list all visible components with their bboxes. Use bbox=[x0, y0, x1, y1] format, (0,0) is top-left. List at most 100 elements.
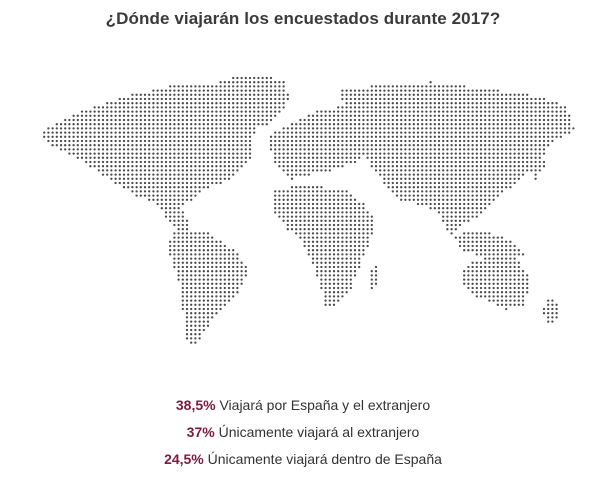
map-dot bbox=[219, 81, 222, 84]
map-dot bbox=[517, 278, 520, 281]
map-dot bbox=[383, 160, 386, 164]
map-dot bbox=[387, 123, 390, 126]
map-dot bbox=[454, 102, 457, 105]
map-dot bbox=[320, 228, 323, 231]
map-dot bbox=[391, 85, 394, 88]
map-dot bbox=[467, 215, 470, 218]
map-dot bbox=[324, 303, 327, 306]
map-dot bbox=[219, 291, 222, 294]
map-dot bbox=[295, 139, 298, 143]
map-dot bbox=[286, 97, 289, 101]
map-dot bbox=[143, 190, 147, 193]
map-dot bbox=[379, 102, 382, 105]
map-dot bbox=[513, 274, 516, 277]
map-dot bbox=[450, 123, 453, 126]
map-dot bbox=[286, 169, 289, 172]
map-dot bbox=[341, 286, 344, 290]
map-dot bbox=[467, 240, 470, 243]
map-dot bbox=[278, 102, 281, 105]
map-dot bbox=[122, 131, 126, 134]
map-dot bbox=[349, 270, 352, 273]
map-dot bbox=[236, 286, 239, 290]
map-dot bbox=[437, 198, 441, 201]
map-dot bbox=[101, 169, 105, 172]
map-dot bbox=[248, 89, 252, 92]
map-dot bbox=[303, 169, 306, 172]
map-dot bbox=[458, 190, 462, 193]
map-dot bbox=[475, 274, 478, 277]
stat-value-2: 37% bbox=[186, 424, 215, 440]
map-dot bbox=[118, 156, 121, 159]
map-dot bbox=[358, 118, 361, 122]
map-dot bbox=[328, 148, 331, 151]
map-dot bbox=[437, 131, 441, 134]
map-dot bbox=[341, 261, 344, 264]
map-dot bbox=[206, 312, 210, 315]
map-dot bbox=[93, 148, 96, 151]
map-dot bbox=[232, 85, 235, 88]
map-dot bbox=[202, 282, 205, 285]
map-dot bbox=[190, 333, 193, 336]
map-dot bbox=[488, 114, 491, 117]
map-dot bbox=[412, 139, 415, 143]
map-dot bbox=[282, 219, 285, 222]
map-dot bbox=[307, 240, 310, 243]
map-dot bbox=[244, 76, 247, 80]
map-dot bbox=[538, 169, 541, 172]
map-dot bbox=[467, 211, 470, 214]
map-dot bbox=[542, 127, 546, 130]
map-dot bbox=[328, 207, 331, 210]
map-dot bbox=[164, 202, 168, 206]
map-dot bbox=[467, 169, 470, 172]
map-dot bbox=[442, 89, 445, 92]
map-dot bbox=[324, 144, 327, 147]
map-dot bbox=[374, 118, 378, 122]
map-dot bbox=[131, 127, 134, 130]
map-dot bbox=[437, 135, 441, 138]
map-dot bbox=[278, 165, 281, 168]
map-dot bbox=[232, 156, 235, 159]
map-dot bbox=[240, 152, 243, 155]
map-dot bbox=[320, 110, 323, 113]
map-dot bbox=[156, 93, 159, 96]
map-dot bbox=[160, 144, 163, 147]
map-dot bbox=[454, 207, 457, 210]
map-dot bbox=[337, 123, 340, 126]
map-dot bbox=[412, 118, 415, 122]
map-dot bbox=[509, 156, 512, 159]
map-dot bbox=[185, 127, 189, 130]
map-dot bbox=[446, 131, 449, 134]
map-dot bbox=[488, 232, 491, 235]
map-dot bbox=[211, 236, 214, 239]
map-dot bbox=[311, 261, 315, 264]
map-dot bbox=[387, 139, 390, 143]
map-dot bbox=[479, 244, 483, 248]
map-dot bbox=[278, 152, 281, 155]
map-dot bbox=[106, 173, 109, 176]
map-dot bbox=[152, 127, 155, 130]
map-dot bbox=[164, 118, 168, 122]
map-dot bbox=[328, 211, 331, 214]
map-dot bbox=[353, 102, 357, 105]
map-dot bbox=[337, 207, 340, 210]
map-dot bbox=[202, 148, 205, 151]
map-dot bbox=[395, 181, 399, 185]
map-dot bbox=[211, 85, 214, 88]
map-dot bbox=[198, 244, 201, 248]
map-dot bbox=[526, 110, 529, 113]
map-dot bbox=[286, 219, 289, 222]
map-dot bbox=[106, 165, 109, 168]
map-dot bbox=[51, 144, 54, 147]
map-dot bbox=[353, 114, 357, 117]
map-dot bbox=[467, 97, 470, 101]
map-dot bbox=[521, 295, 525, 298]
map-dot bbox=[467, 160, 470, 164]
map-dot bbox=[253, 97, 256, 101]
map-dot bbox=[437, 194, 441, 197]
map-dot bbox=[227, 93, 231, 96]
map-dot bbox=[509, 123, 512, 126]
map-dot bbox=[395, 169, 399, 172]
map-dot bbox=[383, 114, 386, 117]
map-dot bbox=[328, 244, 331, 248]
map-dot bbox=[177, 236, 180, 239]
